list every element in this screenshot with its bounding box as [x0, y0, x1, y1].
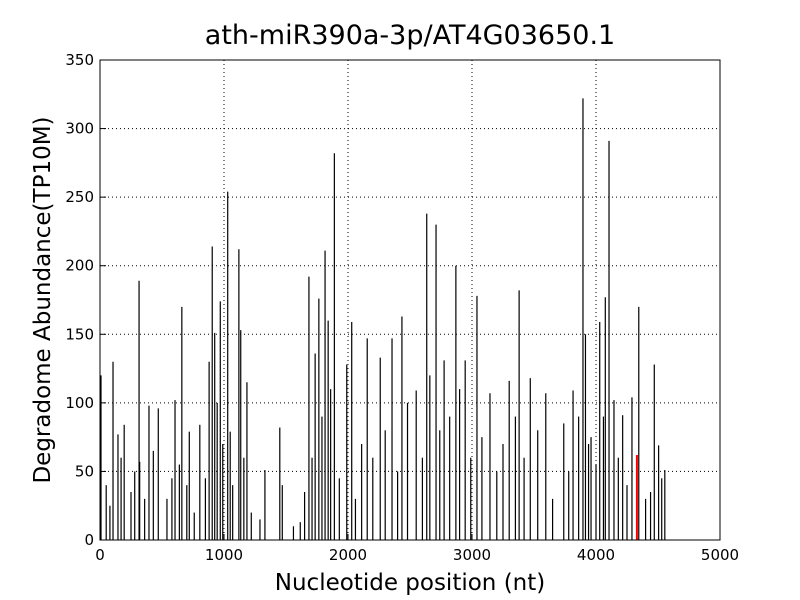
x-tick-label: 4000: [577, 546, 615, 564]
y-tick-label: 0: [84, 531, 94, 549]
y-tick-label: 150: [65, 325, 94, 343]
x-axis-label: Nucleotide position (nt): [275, 570, 545, 596]
x-tick-label: 3000: [453, 546, 491, 564]
y-tick-label: 200: [65, 257, 94, 275]
chart-title: ath-miR390a-3p/AT4G03650.1: [205, 20, 615, 51]
x-tick-label: 5000: [701, 546, 739, 564]
x-tick-label: 2000: [329, 546, 367, 564]
x-tick-label: 1000: [205, 546, 243, 564]
plot-frame: [99, 59, 721, 541]
y-tick-label: 100: [65, 394, 94, 412]
y-tick-label: 250: [65, 188, 94, 206]
y-tick-label: 300: [65, 120, 94, 138]
plot-area: 0 50 100 150 200 250 300 350 0 1000 2000 3000 4000 50…: [65, 51, 739, 564]
y-tick-label: 350: [65, 51, 94, 69]
x-tick-label: 0: [95, 546, 105, 564]
y-tick-label: 50: [75, 462, 94, 480]
y-axis-label: Degradome Abundance(TP10M): [30, 116, 56, 483]
